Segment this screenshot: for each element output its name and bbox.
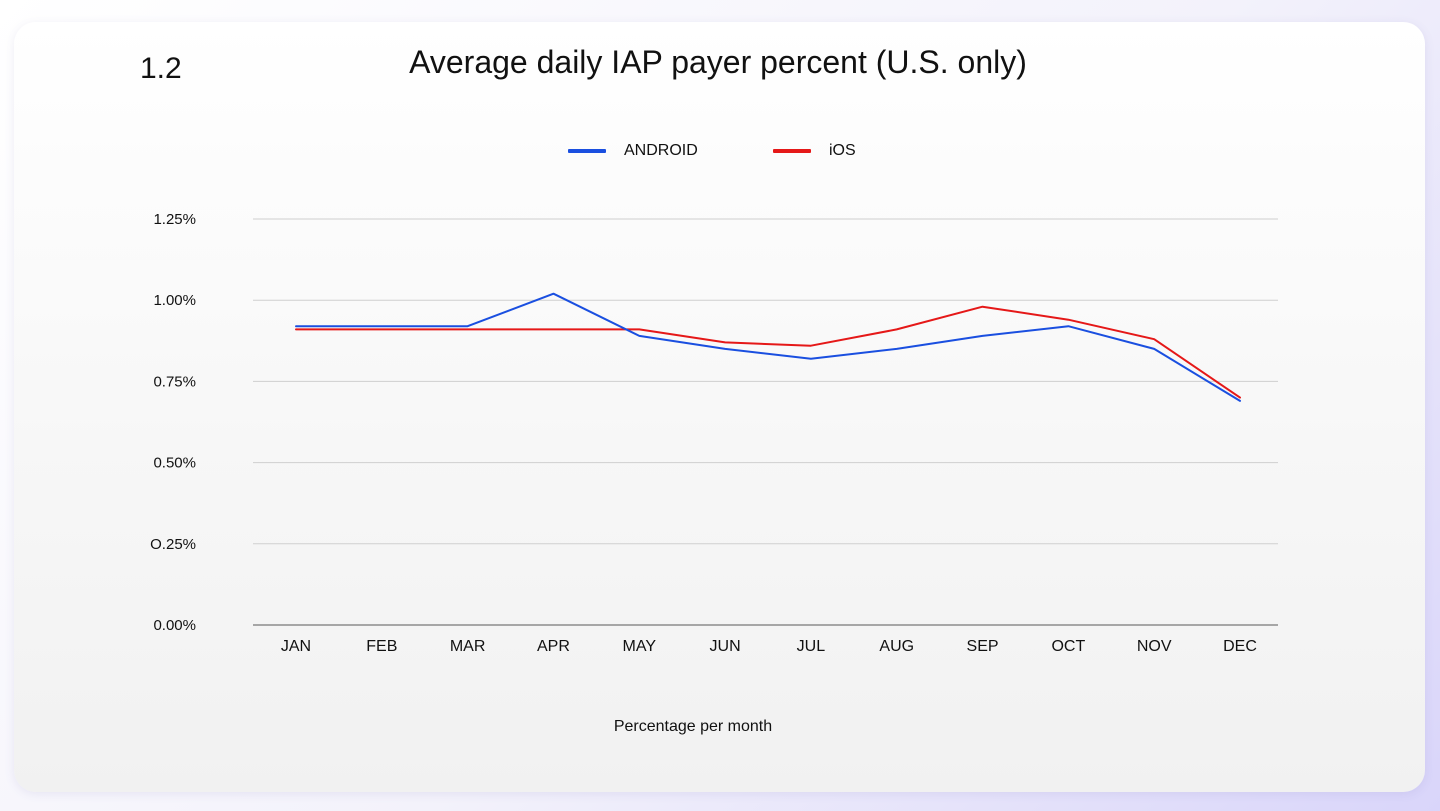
legend-swatch-android xyxy=(568,149,606,153)
section-number: 1.2 xyxy=(140,52,182,85)
y-tick-label: 0.50% xyxy=(153,455,196,472)
y-tick-label: O.25% xyxy=(150,536,196,553)
x-tick-label: SEP xyxy=(967,638,999,655)
legend-item-android: ANDROID xyxy=(568,140,698,162)
legend-label-ios: iOS xyxy=(829,142,856,159)
x-tick-label: NOV xyxy=(1137,638,1172,655)
x-tick-label: JAN xyxy=(281,638,311,655)
x-tick-label: JUL xyxy=(797,638,826,655)
chart-title: Average daily IAP payer percent (U.S. on… xyxy=(409,44,1027,80)
legend-item-ios: iOS xyxy=(773,140,856,162)
x-tick-label: AUG xyxy=(879,638,914,655)
legend-label-android: ANDROID xyxy=(624,142,698,159)
y-tick-label: 0.00% xyxy=(153,617,196,634)
legend-swatch-ios xyxy=(773,149,811,153)
x-tick-label: FEB xyxy=(366,638,397,655)
x-tick-label: MAY xyxy=(623,638,657,655)
y-tick-label: 0.75% xyxy=(153,373,196,390)
series-line-ios xyxy=(295,305,1241,399)
x-tick-label: MAR xyxy=(450,638,486,655)
x-tick-label: APR xyxy=(537,638,570,655)
x-axis-title: Percentage per month xyxy=(613,718,773,735)
x-tick-label: DEC xyxy=(1223,638,1257,655)
x-tick-label: OCT xyxy=(1051,638,1085,655)
x-tick-label: JUN xyxy=(710,638,741,655)
y-tick-label: 1.25% xyxy=(153,211,196,228)
chart-card xyxy=(14,22,1425,792)
y-tick-label: 1.00% xyxy=(153,292,196,309)
series-line-android xyxy=(295,292,1241,402)
